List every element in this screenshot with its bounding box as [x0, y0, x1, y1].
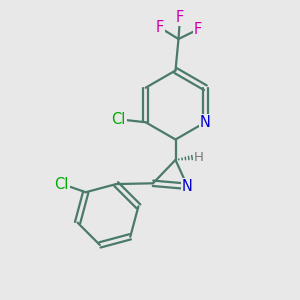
Text: Cl: Cl [55, 177, 69, 192]
Text: N: N [200, 115, 211, 130]
Text: N: N [182, 179, 193, 194]
Text: Cl: Cl [111, 112, 126, 127]
Text: F: F [194, 22, 202, 37]
Text: H: H [194, 151, 203, 164]
Text: F: F [176, 11, 184, 26]
Text: F: F [156, 20, 164, 35]
